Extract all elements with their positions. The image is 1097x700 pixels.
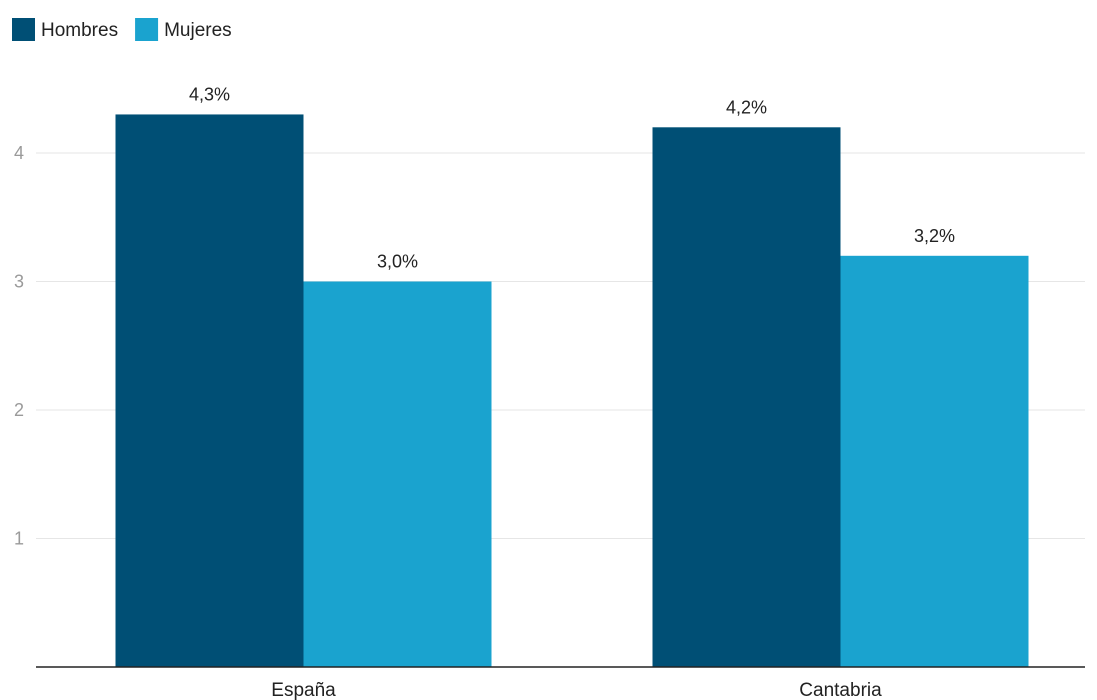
- x-category-label: Cantabria: [799, 680, 882, 700]
- legend-item-hombres[interactable]: Hombres: [12, 18, 118, 41]
- legend-item-mujeres[interactable]: Mujeres: [135, 18, 232, 41]
- data-label-hombres-1: 4,2%: [726, 97, 767, 117]
- y-tick-label: 1: [14, 529, 24, 549]
- legend-swatch-mujeres: [135, 18, 159, 41]
- y-tick-label: 2: [14, 400, 24, 420]
- x-axis-labels: España Cantabria: [271, 680, 882, 700]
- data-label-mujeres-0: 3,0%: [377, 252, 418, 272]
- bar-hombres-1[interactable]: [652, 127, 841, 668]
- bars: [115, 114, 1029, 668]
- data-label-mujeres-1: 3,2%: [914, 226, 955, 246]
- legend-label-mujeres: Mujeres: [164, 20, 232, 41]
- legend-label-hombres: Hombres: [41, 20, 118, 41]
- data-label-hombres-0: 4,3%: [189, 84, 230, 104]
- x-category-label: España: [271, 680, 336, 700]
- bar-hombres-0[interactable]: [115, 114, 304, 667]
- legend-swatch-hombres: [12, 18, 35, 41]
- bar-mujeres-0[interactable]: [303, 281, 492, 668]
- y-tick-label: 3: [14, 272, 24, 292]
- y-tick-label: 4: [14, 143, 24, 163]
- data-labels: 4,3% 3,0% 4,2% 3,2%: [189, 84, 955, 271]
- y-axis-ticks: 1 2 3 4: [14, 143, 24, 549]
- bar-mujeres-1[interactable]: [840, 255, 1029, 668]
- legend: Hombres Mujeres: [12, 18, 232, 41]
